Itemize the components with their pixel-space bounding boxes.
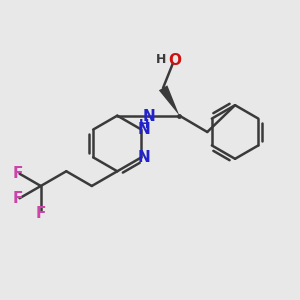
- Text: H: H: [156, 53, 167, 66]
- Text: N: N: [138, 150, 150, 165]
- Text: F: F: [13, 166, 23, 181]
- Text: N: N: [142, 109, 155, 124]
- Text: F: F: [13, 191, 23, 206]
- Text: N: N: [138, 122, 150, 137]
- Text: F: F: [36, 206, 46, 221]
- Text: H: H: [139, 118, 150, 131]
- Polygon shape: [159, 85, 179, 116]
- Text: O: O: [168, 52, 181, 68]
